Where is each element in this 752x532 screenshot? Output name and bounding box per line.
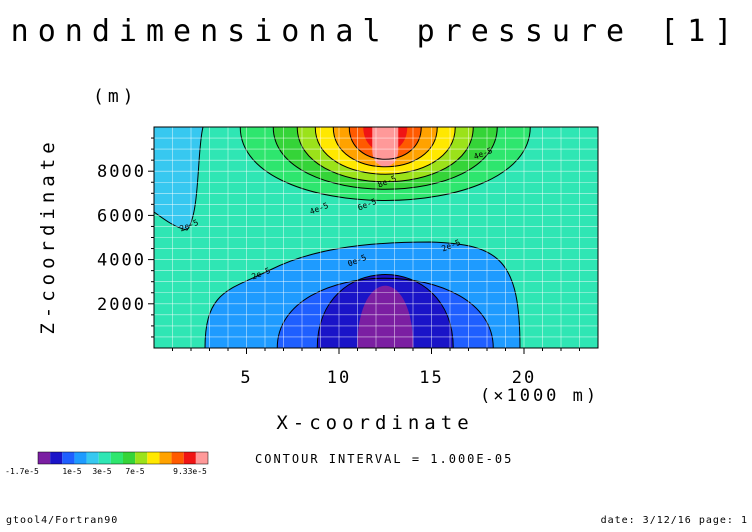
contour-line [154, 127, 204, 231]
contour-line [276, 277, 494, 348]
contour-line [348, 127, 422, 160]
colorbar-swatch [50, 452, 63, 464]
x-axis-label: X-coordinate [276, 412, 474, 434]
colorbar-label: 9.33e-5 [173, 467, 207, 476]
y-tick-label: 2000 [97, 295, 146, 315]
colorbar-label: -1.7e-5 [5, 467, 39, 476]
colorbar-swatch [123, 452, 136, 464]
contour-field [154, 127, 598, 348]
colorbar-swatch [110, 452, 123, 464]
y-tick-label: 6000 [97, 206, 146, 226]
footer-software: gtool4/Fortran90 [6, 515, 119, 526]
contour-band [372, 127, 399, 167]
x-tick-label: 20 [512, 368, 536, 388]
colorbar-swatch [38, 452, 51, 464]
colorbar-swatch [98, 452, 111, 464]
x-axis-unit: (×1000 m) [480, 386, 600, 406]
y-tick-label: 4000 [97, 251, 146, 271]
colorbar-swatch [147, 452, 160, 464]
footer-date-page: date: 3/12/16 page: 1 [600, 515, 748, 526]
colorbar-swatch [159, 452, 172, 464]
contour-line [272, 127, 498, 190]
colorbar-label: 7e-5 [125, 467, 144, 476]
x-tick-label: 10 [327, 368, 351, 388]
colorbar-swatch [183, 452, 196, 464]
x-tick-label: 5 [240, 368, 252, 388]
colorbar-swatch [86, 452, 99, 464]
colorbar-swatch [195, 452, 208, 464]
contour-band [357, 285, 414, 348]
contour-line [314, 127, 456, 175]
colorbar-label: 1e-5 [62, 467, 81, 476]
contour-interval-text: CONTOUR INTERVAL = 1.000E-05 [255, 452, 514, 466]
colorbar-swatch [135, 452, 148, 464]
chart-title: nondimensional pressure [1] [10, 14, 742, 49]
colorbar-swatch [74, 452, 87, 464]
y-axis-unit: (m) [93, 86, 138, 107]
contour-line [332, 127, 438, 168]
y-tick-label: 8000 [97, 162, 146, 182]
colorbar-frame [37, 451, 209, 465]
x-tick-label: 15 [419, 368, 443, 388]
contour-line [296, 127, 474, 183]
colorbar-label: 3e-5 [92, 467, 111, 476]
contour-line [239, 127, 531, 201]
colorbar-swatch [62, 452, 75, 464]
colorbar-swatch [171, 452, 184, 464]
